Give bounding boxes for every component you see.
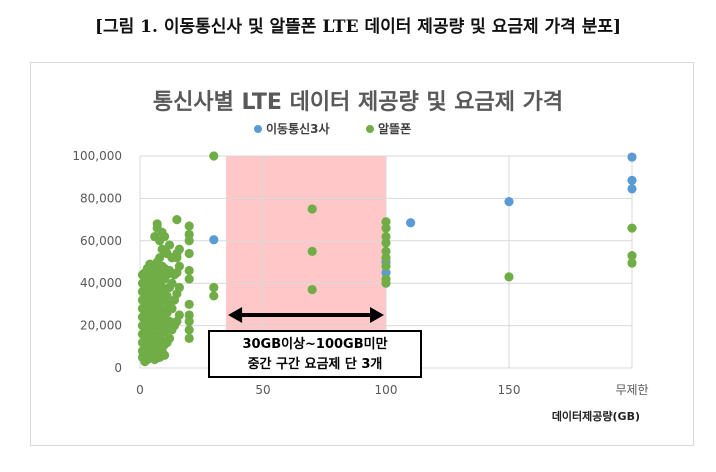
telecom3-point [406, 218, 416, 228]
mvno-point [167, 304, 177, 314]
mvno-point [381, 238, 391, 248]
mvno-point [184, 229, 194, 240]
mvno-point [627, 251, 637, 261]
mvno-point [164, 333, 175, 343]
mvno-point [184, 274, 194, 284]
mvno-point [174, 244, 184, 254]
mvno-point [184, 310, 194, 320]
telecom3-point [381, 268, 391, 278]
mvno-point [162, 291, 172, 301]
y-tick-label: 0 [114, 361, 122, 375]
telecom3-point [504, 196, 514, 207]
y-tick-label: 60,000 [80, 234, 122, 248]
annotation-line-2: 중간 구간 요금제 단 3개 [247, 357, 383, 372]
legend: 이동통신3사 알뜰폰 [254, 121, 411, 136]
mvno-point [307, 204, 317, 214]
mvno-point [209, 151, 219, 161]
mvno-point [167, 278, 177, 288]
telecom3-point [209, 235, 219, 245]
y-tick-label: 100,000 [72, 149, 122, 163]
x-tick-label: 150 [498, 383, 521, 397]
y-tick-label: 20,000 [80, 319, 122, 333]
mvno-point [184, 248, 194, 259]
mvno-point [381, 253, 391, 263]
range-annotation: 30GB이상~100GB미만 중간 구간 요금제 단 3개 [208, 330, 422, 378]
mvno-point [174, 261, 184, 271]
legend-marker [254, 125, 262, 133]
mvno-point [307, 246, 317, 256]
mvno-point [307, 284, 317, 295]
telecom3-point [627, 175, 637, 185]
y-tick-layer: 0 20,000 40,000 60,000 80,000 100,000 [72, 149, 122, 375]
mvno-point [381, 246, 391, 256]
mvno-point [164, 240, 175, 250]
arrow-head-right [370, 307, 384, 323]
mvno-point [160, 350, 170, 360]
x-tick-layer: 0 50 100 150 무제한 [136, 383, 648, 397]
legend-label: 알뜰폰 [378, 122, 411, 136]
arrow-head-left [228, 307, 243, 323]
x-tick-label: 무제한 [615, 383, 648, 397]
range-arrow [228, 307, 384, 323]
mvno-point [627, 223, 637, 233]
mvno-point [381, 278, 391, 288]
mvno-point [381, 223, 391, 233]
telecom3-point [627, 152, 637, 162]
mvno-point [381, 231, 391, 242]
mvno-point [184, 333, 194, 343]
x-tick-label: 100 [375, 383, 398, 397]
mvno-point [504, 272, 514, 282]
figure-caption: [그림 1. 이동통신사 및 알뜰폰 LTE 데이터 제공량 및 요금제 가격 … [94, 17, 622, 37]
mvno-point [184, 299, 194, 309]
mvno-point [184, 221, 194, 231]
mvno-point [174, 282, 184, 293]
mvno-point [184, 325, 194, 335]
chart-title: 통신사별 LTE 데이터 제공량 및 요금제 가격 [152, 90, 564, 115]
mvno-point [174, 310, 184, 320]
mvno-point [381, 261, 391, 271]
legend-marker [366, 125, 374, 133]
telecom3-point [627, 184, 637, 194]
y-tick-label: 80,000 [80, 191, 122, 205]
mvno-point [184, 316, 194, 326]
x-tick-label: 0 [136, 383, 144, 397]
x-tick-label: 50 [255, 383, 270, 397]
annotation-line-1: 30GB이상~100GB미만 [242, 337, 388, 352]
mvno-point [209, 291, 219, 301]
point-layer [137, 151, 637, 367]
mvno-point [155, 253, 165, 263]
mvno-point [184, 265, 194, 276]
y-tick-label: 40,000 [80, 276, 122, 290]
mvno-point [184, 236, 194, 246]
x-axis-label: 데이터제공량(GB) [552, 409, 640, 423]
mvno-point [160, 231, 170, 242]
mvno-point [172, 215, 182, 225]
mvno-point [381, 217, 391, 227]
mvno-point [209, 282, 219, 293]
mvno-point [627, 258, 637, 268]
legend-label: 이동통신3사 [266, 121, 330, 136]
